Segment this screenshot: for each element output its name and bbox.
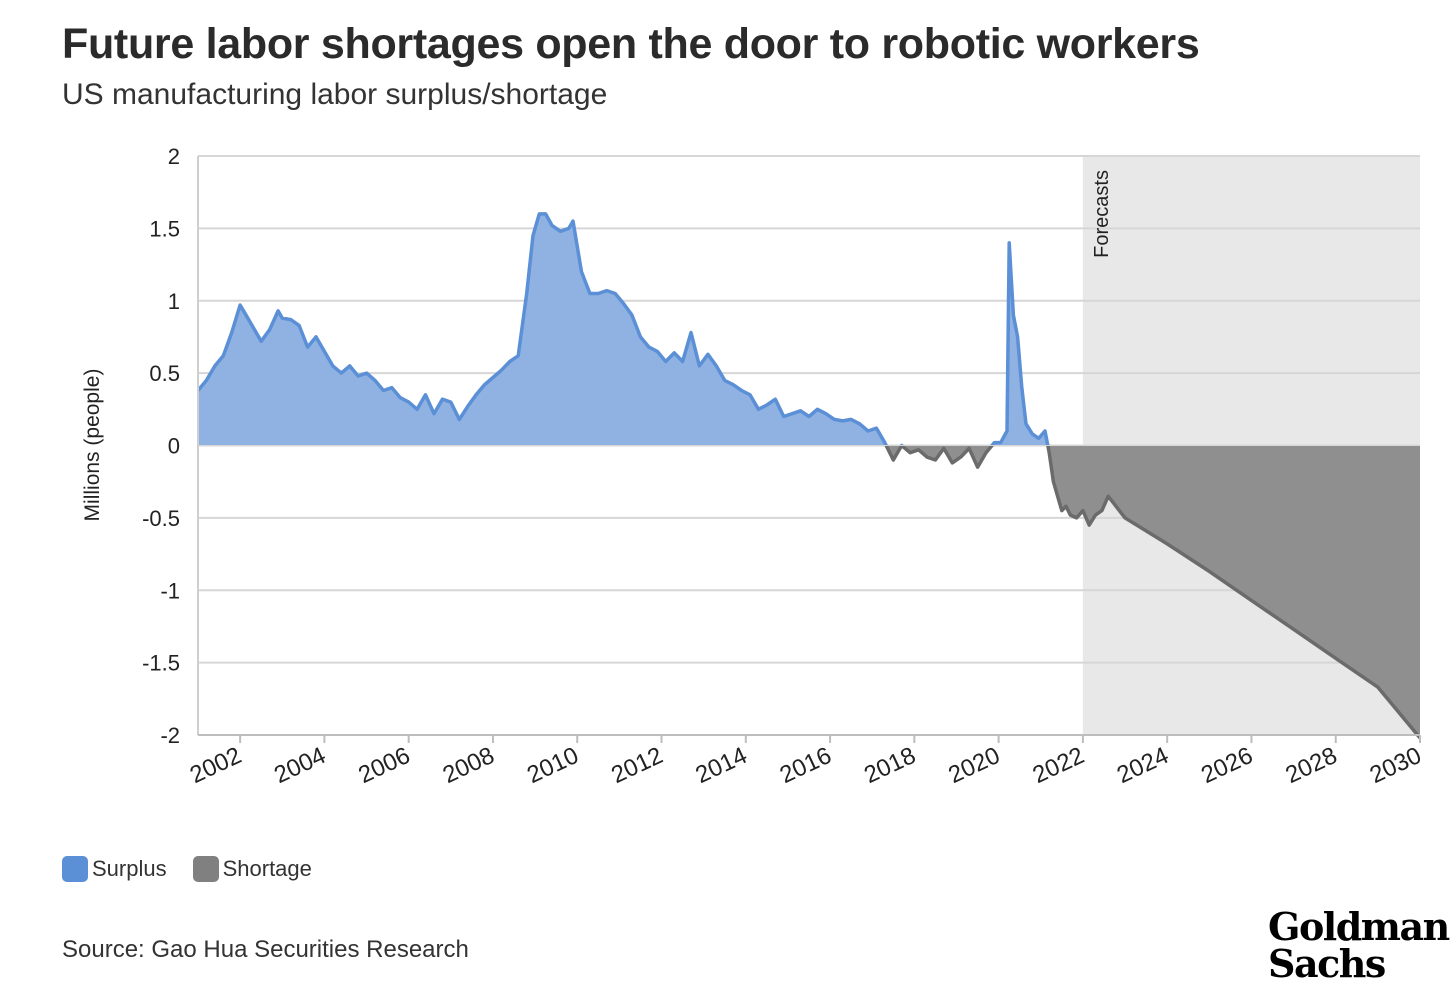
goldman-sachs-logo: Goldman Sachs [1268, 904, 1450, 986]
y-tick-label: -0.5 [142, 506, 180, 531]
y-tick-label: -1.5 [142, 651, 180, 676]
y-tick-label: 2 [168, 144, 180, 169]
legend-label-surplus: Surplus [92, 856, 167, 881]
logo-line-2: Sachs [1268, 941, 1386, 986]
x-tick-label: 2002 [186, 742, 246, 789]
x-tick-label: 2014 [692, 742, 752, 789]
legend-item-shortage: Shortage [192, 856, 312, 882]
x-tick-label: 2012 [607, 742, 667, 789]
surplus-line [198, 212, 1050, 445]
x-tick-label: 2008 [439, 742, 499, 789]
x-tick-label: 2022 [1029, 742, 1089, 789]
x-tick-label: 2016 [776, 742, 836, 789]
x-tick-label: 2028 [1281, 742, 1341, 789]
legend-item-surplus: Surplus [62, 856, 167, 882]
legend-label-shortage: Shortage [222, 856, 312, 881]
x-tick-label: 2010 [523, 742, 583, 789]
x-tick-label: 2018 [860, 742, 920, 789]
y-tick-label: 0 [168, 434, 180, 459]
surplus-area [198, 213, 1048, 445]
x-tick-label: 2024 [1113, 742, 1173, 789]
x-tick-label: 2004 [270, 742, 330, 789]
y-tick-label: 0.5 [149, 361, 180, 386]
shortage-area [198, 445, 1420, 738]
legend: Surplus Shortage [62, 856, 338, 882]
source-note: Source: Gao Hua Securities Research [62, 936, 469, 963]
y-tick-label: 1.5 [149, 216, 180, 241]
y-tick-label: -1 [160, 578, 180, 603]
legend-swatch-surplus [62, 856, 88, 882]
x-tick-label: 2030 [1366, 742, 1426, 789]
legend-swatch-shortage [192, 856, 219, 882]
forecast-label: Forecasts [1091, 170, 1113, 258]
y-tick-label: -2 [160, 723, 180, 748]
x-tick-label: 2006 [354, 742, 414, 789]
logo-line-1: Goldman [1268, 904, 1450, 949]
x-tick-label: 2020 [944, 742, 1004, 789]
chart-subtitle: US manufacturing labor surplus/shortage [62, 78, 608, 111]
chart-title: Future labor shortages open the door to … [62, 20, 1200, 68]
y-tick-label: 1 [168, 289, 180, 314]
x-tick-label: 2026 [1197, 742, 1257, 789]
y-axis-label: Millions (people) [81, 369, 104, 522]
